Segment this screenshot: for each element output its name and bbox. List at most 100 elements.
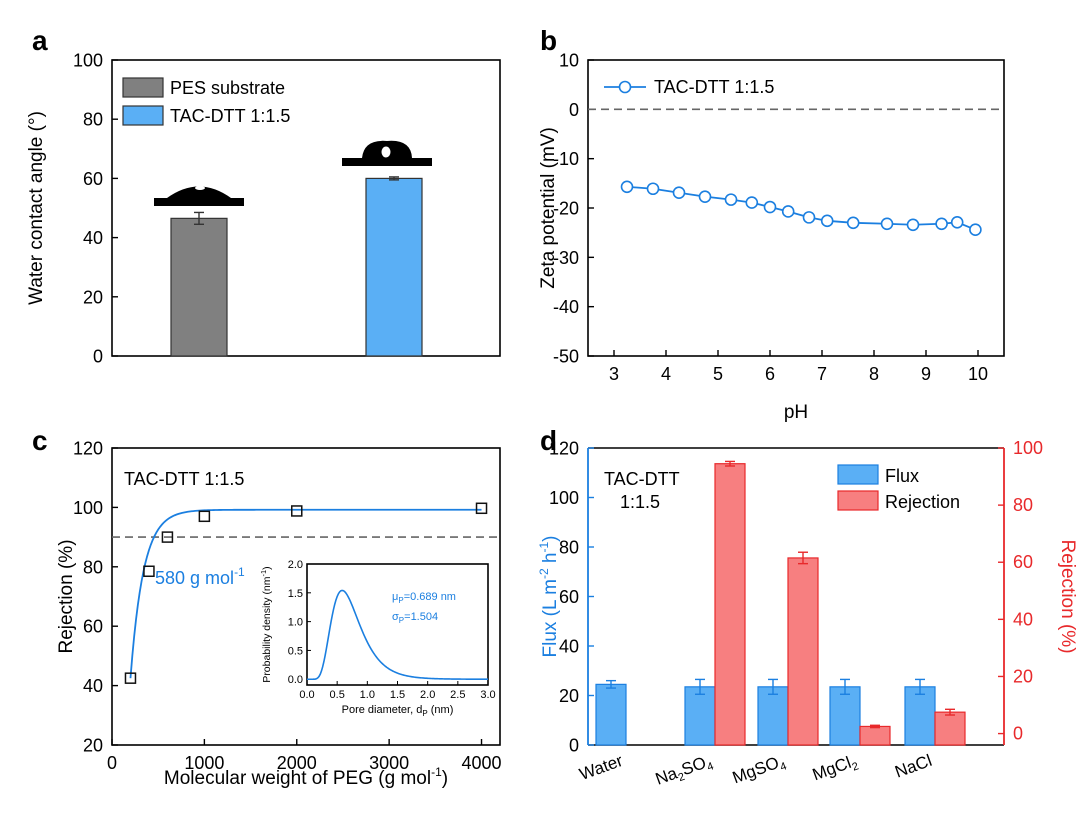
y-tick-label: -20 <box>553 198 579 218</box>
x-tick-label: 6 <box>765 364 775 384</box>
x-tick-label: 2000 <box>277 753 317 773</box>
bar-pes-substrate <box>170 217 228 357</box>
y-tick-label: 20 <box>559 686 579 706</box>
x-tick-label: 4 <box>661 364 671 384</box>
data-point <box>880 217 894 231</box>
data-point <box>950 216 964 229</box>
y-tick-label: 80 <box>559 537 579 557</box>
droplet-highlight <box>381 146 391 158</box>
y-axis-label: Water contact angle (°) <box>26 111 47 305</box>
flux-bar <box>829 686 861 746</box>
data-point <box>198 510 211 523</box>
data-point <box>935 217 948 231</box>
droplet-highlight <box>195 186 205 190</box>
inset-y-axis-label: Probability density (nm-1) <box>259 566 273 682</box>
y-tick-label: 120 <box>549 438 579 458</box>
legend-label-rejection: Rejection <box>885 492 960 512</box>
data-point <box>781 205 795 218</box>
data-point <box>143 565 155 578</box>
y-tick-label: 80 <box>83 110 103 130</box>
y-tick-label: -30 <box>553 248 579 268</box>
series-line <box>626 185 976 231</box>
data-point <box>124 672 137 684</box>
x-axis-label: Molecular weight of PEG (g mol-1) <box>164 765 448 789</box>
droplet-substrate-line <box>154 198 244 206</box>
fit-curve <box>129 508 482 679</box>
series-label-line1: TAC-DTT <box>604 469 680 489</box>
bar-tac-dtt <box>365 177 423 357</box>
y-tick-label: -10 <box>553 149 579 169</box>
y-tick-label: -40 <box>553 297 579 317</box>
plot-frame <box>587 59 1005 357</box>
y-tick-label: 80 <box>83 557 103 577</box>
legend-swatch-flux <box>837 464 879 485</box>
inset-pdf-curve <box>307 589 489 681</box>
right-y-tick-label: 100 <box>1013 438 1043 458</box>
x-tick-label: 5 <box>713 364 723 384</box>
x-tick-label: 0 <box>107 753 117 773</box>
legend-swatch-rejection <box>837 490 879 511</box>
x-tick-label: 9 <box>921 364 931 384</box>
data-point <box>763 200 777 214</box>
inset-frame <box>306 563 489 686</box>
panel-a-contact-angle-chart: 0 20 40 60 80 100 Water contact angle (°) PES s… <box>26 50 501 366</box>
mwco-annotation: 580 g mol-1 <box>155 565 245 588</box>
flux-bar <box>757 686 789 746</box>
legend-label: TAC-DTT 1:1.5 <box>654 77 774 97</box>
data-point <box>698 190 712 203</box>
data-point <box>820 214 834 228</box>
data-point <box>906 218 920 232</box>
y-tick-label: 60 <box>83 169 103 189</box>
legend-label-flux: Flux <box>885 466 919 486</box>
data-point <box>672 186 686 200</box>
water-droplet-icon <box>342 140 432 166</box>
legend-swatch <box>122 105 164 126</box>
y-tick-label: 40 <box>83 676 103 696</box>
y-tick-label: -50 <box>553 346 579 366</box>
flux-bar <box>595 683 627 746</box>
data-point <box>291 505 303 517</box>
x-tick-label: 4000 <box>462 753 502 773</box>
flux-bar <box>904 686 936 746</box>
right-y-axis-label: Rejection (%) <box>1057 539 1078 653</box>
inset-x-tick-label: 1.0 <box>360 689 375 701</box>
data-point <box>969 223 982 237</box>
plot-frame <box>111 447 501 746</box>
x-tick-label: 3 <box>609 364 619 384</box>
panel-c-rejection-chart: 20 40 60 80 100 120 0 1000 2000 3000 4000 Molecular… <box>56 438 502 789</box>
y-tick-label: 40 <box>83 228 103 248</box>
rejection-bar <box>859 725 891 746</box>
x-tick-label: 8 <box>869 364 879 384</box>
legend-swatch <box>122 77 164 98</box>
data-point <box>724 193 738 206</box>
plot-frame <box>111 59 501 357</box>
x-tick-label: 7 <box>817 364 827 384</box>
y-tick-label: 100 <box>73 50 103 70</box>
rejection-bar <box>787 557 819 746</box>
data-point <box>846 216 860 230</box>
panel-label-b: b <box>540 25 557 56</box>
inset-x-tick-label: 1.5 <box>390 689 405 701</box>
y-tick-label: 120 <box>73 438 103 458</box>
y-tick-label: 20 <box>83 735 103 755</box>
inset-y-tick-label: 0.0 <box>288 674 303 686</box>
data-point <box>745 196 759 209</box>
series-label: TAC-DTT 1:1.5 <box>124 469 244 489</box>
data-point <box>475 502 488 515</box>
right-y-tick-label: 40 <box>1013 609 1033 629</box>
y-tick-label: 100 <box>73 498 103 518</box>
y-axis-label: Zeta potential (mV) <box>538 127 559 289</box>
inset-x-tick-label: 0.5 <box>330 689 345 701</box>
inset-y-tick-label: 2.0 <box>288 559 303 571</box>
x-category-label: Water <box>577 751 626 784</box>
inset-mu-label: μP=0.689 nm <box>392 591 456 605</box>
x-axis-label: pH <box>784 402 808 423</box>
inset-x-tick-label: 3.0 <box>480 689 495 701</box>
right-y-tick-label: 80 <box>1013 495 1033 515</box>
inset-y-tick-label: 0.5 <box>288 645 303 657</box>
right-y-tick-label: 0 <box>1013 724 1023 744</box>
rejection-bar <box>934 711 966 746</box>
inset-x-tick-label: 2.0 <box>420 689 435 701</box>
panel-label-d: d <box>540 425 557 456</box>
legend-label: TAC-DTT 1:1.5 <box>170 106 290 126</box>
